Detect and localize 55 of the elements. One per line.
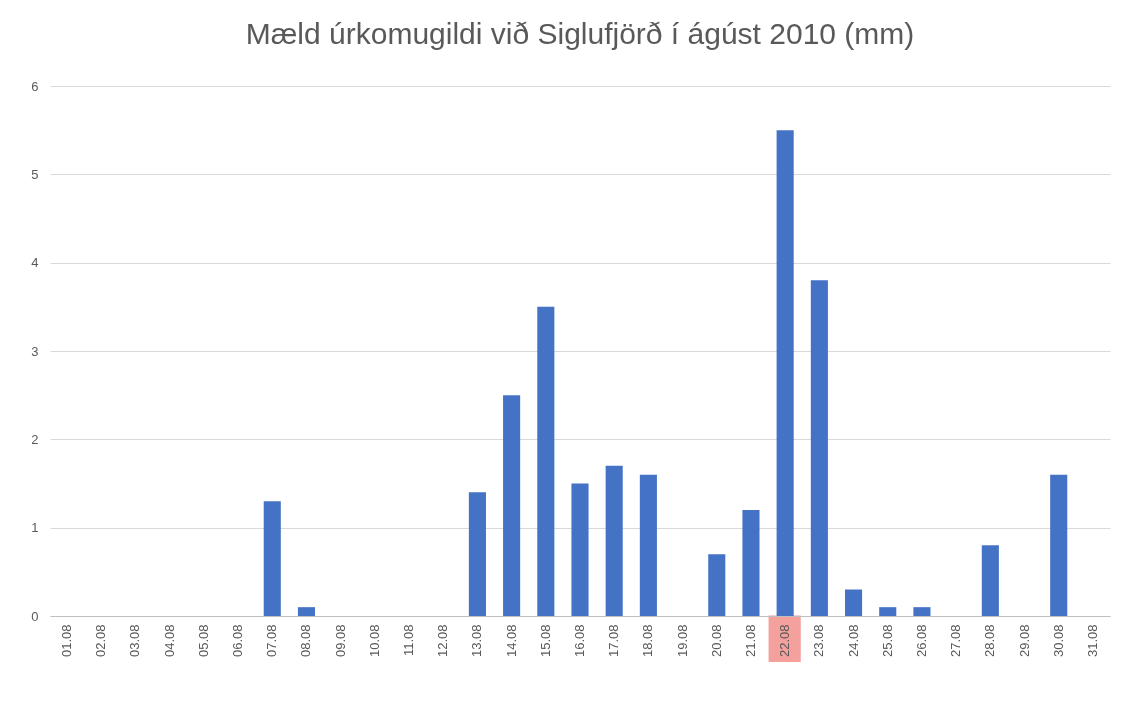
x-tick-label: 13.08 bbox=[469, 624, 485, 658]
y-tick-label: 1 bbox=[31, 520, 39, 536]
x-tick-label: 01.08 bbox=[59, 624, 75, 658]
x-tick-label: 22.08 bbox=[777, 624, 793, 658]
x-tick-label: 25.08 bbox=[879, 624, 895, 658]
x-tick-label: 08.08 bbox=[298, 624, 314, 658]
bar bbox=[537, 306, 555, 616]
bar bbox=[913, 607, 931, 616]
y-tick-label: 0 bbox=[31, 608, 39, 624]
bar bbox=[297, 607, 315, 616]
bar bbox=[845, 589, 863, 616]
x-tick-label: 03.08 bbox=[127, 624, 143, 658]
y-tick-label: 3 bbox=[31, 343, 39, 359]
chart-title: Mæld úrkomugildi við Siglufjörð í ágúst 2010 (mm) bbox=[245, 17, 915, 50]
x-tick-label: 11.08 bbox=[401, 624, 417, 657]
bar bbox=[605, 465, 623, 616]
bar bbox=[639, 474, 657, 616]
x-tick-label: 06.08 bbox=[230, 624, 246, 658]
x-tick-label: 07.08 bbox=[264, 624, 280, 658]
x-tick-label: 18.08 bbox=[640, 624, 656, 658]
x-tick-label: 02.08 bbox=[93, 624, 109, 658]
x-tick-label: 23.08 bbox=[811, 624, 827, 658]
x-tick-label: 21.08 bbox=[742, 624, 758, 658]
x-tick-label: 20.08 bbox=[708, 624, 724, 658]
x-tick-label: 10.08 bbox=[366, 624, 382, 658]
bar bbox=[879, 607, 897, 616]
x-tick-label: 27.08 bbox=[948, 624, 964, 658]
x-tick-label: 05.08 bbox=[195, 624, 211, 658]
x-tick-label: 15.08 bbox=[537, 624, 553, 658]
bar bbox=[571, 483, 589, 616]
x-tick-label: 14.08 bbox=[503, 624, 519, 658]
bar bbox=[981, 545, 999, 616]
x-tick-label: 16.08 bbox=[572, 624, 587, 658]
x-tick-label: 29.08 bbox=[1016, 624, 1032, 658]
x-tick-label: 12.08 bbox=[435, 624, 451, 658]
x-tick-label: 17.08 bbox=[606, 624, 622, 658]
x-tick-label: 04.08 bbox=[161, 624, 177, 658]
bar bbox=[742, 510, 760, 616]
bar bbox=[810, 280, 828, 616]
y-tick-label: 4 bbox=[31, 255, 39, 271]
y-tick-label: 2 bbox=[31, 431, 39, 447]
bar bbox=[1050, 474, 1068, 616]
y-tick-label: 6 bbox=[31, 78, 39, 94]
x-tick-label: 31.08 bbox=[1084, 624, 1100, 658]
x-tick-label: 26.08 bbox=[913, 624, 929, 658]
x-tick-label: 28.08 bbox=[982, 624, 998, 658]
bar bbox=[263, 501, 281, 616]
x-tick-label: 09.08 bbox=[332, 624, 348, 658]
x-tick-label: 24.08 bbox=[845, 624, 861, 658]
x-tick-label: 19.08 bbox=[674, 624, 690, 658]
x-tick-label: 30.08 bbox=[1050, 624, 1066, 658]
y-tick-label: 5 bbox=[31, 166, 39, 182]
bar bbox=[708, 554, 726, 616]
bar bbox=[468, 492, 486, 616]
bar bbox=[503, 395, 521, 616]
